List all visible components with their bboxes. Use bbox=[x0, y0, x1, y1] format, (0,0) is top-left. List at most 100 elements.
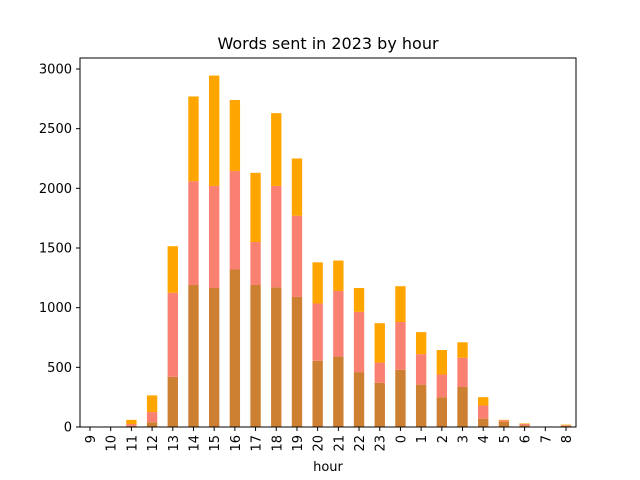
x-axis: 9 10 11 12 13 14 15 16 17 18 19 20 21 22 23 0 1 2 3 4 5 6 7 8 bbox=[84, 427, 575, 452]
x-tick-label: 21 bbox=[332, 435, 347, 452]
bar-segment-hour-12-series-3 bbox=[146, 395, 158, 413]
x-tick-label: 1 bbox=[415, 435, 430, 443]
y-tick-label: 500 bbox=[47, 361, 72, 376]
bar-segment-hour-2-series-2 bbox=[436, 374, 447, 398]
bar-segment-hour-20-series-1 bbox=[312, 360, 323, 427]
bar-segment-hour-15-series-3 bbox=[209, 75, 220, 186]
bar-segment-hour-17-series-2 bbox=[250, 242, 261, 285]
bar-segment-hour-1-series-2 bbox=[415, 354, 427, 385]
bar-segment-hour-14-series-1 bbox=[188, 284, 199, 427]
x-tick-label: 13 bbox=[167, 435, 182, 452]
y-axis: 0 500 1000 1500 2000 2500 3000 bbox=[39, 63, 80, 436]
bar-segment-hour-2-series-3 bbox=[436, 350, 447, 375]
bar-segment-hour-21-series-1 bbox=[333, 356, 344, 427]
bar-segment-hour-14-series-3 bbox=[188, 96, 199, 182]
y-tick-label: 1500 bbox=[39, 242, 72, 257]
x-tick-label: 18 bbox=[270, 435, 285, 452]
x-tick-label: 3 bbox=[457, 435, 472, 443]
bar-segment-hour-22-series-1 bbox=[353, 372, 365, 427]
bar-segment-hour-11-series-1 bbox=[126, 425, 137, 427]
x-tick-label: 7 bbox=[539, 435, 554, 443]
bar-segment-hour-4-series-3 bbox=[478, 397, 489, 406]
x-tick-label: 11 bbox=[125, 435, 140, 452]
x-tick-label: 23 bbox=[374, 435, 389, 452]
bar-segment-hour-3-series-1 bbox=[457, 387, 468, 427]
bar-segment-hour-5-series-3 bbox=[498, 419, 510, 421]
bar-segment-hour-18-series-3 bbox=[271, 113, 282, 186]
x-tick-label: 16 bbox=[229, 435, 244, 452]
bar-segment-hour-17-series-1 bbox=[250, 284, 261, 427]
bar-segment-hour-13-series-2 bbox=[167, 292, 178, 377]
x-tick-label: 10 bbox=[105, 435, 120, 452]
bar-segment-hour-23-series-3 bbox=[374, 323, 385, 363]
bar-segment-hour-13-series-1 bbox=[167, 376, 178, 427]
plot-frame bbox=[79, 57, 577, 428]
bar-segment-hour-15-series-1 bbox=[209, 287, 220, 427]
bar-segment-hour-5-series-1 bbox=[498, 421, 510, 427]
bar-segment-hour-19-series-3 bbox=[291, 158, 303, 216]
x-tick-label: 8 bbox=[560, 435, 575, 443]
bar-segment-hour-21-series-2 bbox=[333, 290, 344, 357]
x-tick-label: 12 bbox=[146, 435, 161, 452]
bar-segment-hour-15-series-2 bbox=[209, 185, 220, 288]
bar-segment-hour-6-series-3 bbox=[519, 423, 530, 425]
bar-segment-hour-12-series-2 bbox=[146, 412, 158, 423]
bar-segment-hour-3-series-3 bbox=[457, 342, 468, 358]
bar-segment-hour-20-series-3 bbox=[312, 262, 323, 304]
bar-segment-hour-23-series-1 bbox=[374, 382, 385, 427]
bar-segment-hour-8-series-3 bbox=[560, 424, 572, 426]
bar-segment-hour-0-series-2 bbox=[395, 321, 406, 370]
x-tick-label: 5 bbox=[498, 435, 513, 443]
bar-segment-hour-8-series-2 bbox=[560, 425, 572, 426]
x-tick-label: 6 bbox=[519, 435, 534, 443]
bar-segment-hour-17-series-3 bbox=[250, 172, 261, 243]
bar-segment-hour-22-series-2 bbox=[353, 311, 365, 373]
x-tick-label: 20 bbox=[312, 435, 327, 452]
bar-segment-hour-23-series-2 bbox=[374, 362, 385, 383]
bar-segment-hour-6-series-1 bbox=[519, 425, 530, 427]
bar-segment-hour-21-series-3 bbox=[333, 260, 344, 291]
bar-segment-hour-1-series-1 bbox=[415, 384, 427, 427]
bar-segment-hour-16-series-1 bbox=[229, 269, 241, 427]
x-tick-label: 22 bbox=[353, 435, 368, 452]
x-tick-label: 17 bbox=[250, 435, 265, 452]
bars-layer bbox=[126, 75, 572, 427]
chart-title: Words sent in 2023 by hour bbox=[217, 34, 438, 53]
bar-segment-hour-0-series-3 bbox=[395, 286, 406, 322]
bar-segment-hour-6-series-2 bbox=[519, 424, 530, 426]
bar-segment-hour-11-series-2 bbox=[126, 424, 137, 426]
bar-segment-hour-0-series-1 bbox=[395, 369, 406, 427]
bar-segment-hour-16-series-3 bbox=[229, 100, 241, 172]
bar-segment-hour-13-series-3 bbox=[167, 246, 178, 293]
x-tick-label: 0 bbox=[394, 435, 409, 443]
bar-segment-hour-12-series-1 bbox=[146, 422, 158, 427]
bar-segment-hour-2-series-1 bbox=[436, 397, 447, 427]
bar-segment-hour-18-series-1 bbox=[271, 287, 282, 427]
y-tick-label: 2500 bbox=[39, 122, 72, 137]
x-tick-label: 15 bbox=[208, 435, 223, 452]
x-tick-label: 9 bbox=[84, 435, 99, 443]
x-tick-label: 14 bbox=[187, 435, 202, 452]
bar-segment-hour-8-series-1 bbox=[560, 425, 572, 427]
bar-segment-hour-3-series-2 bbox=[457, 357, 468, 388]
bar-segment-hour-5-series-2 bbox=[498, 420, 510, 422]
bar-segment-hour-19-series-2 bbox=[291, 215, 303, 297]
x-axis-label: hour bbox=[313, 460, 343, 475]
bar-segment-hour-16-series-2 bbox=[229, 171, 241, 270]
bar-segment-hour-4-series-2 bbox=[478, 405, 489, 419]
bar-segment-hour-14-series-2 bbox=[188, 181, 199, 285]
x-tick-label: 2 bbox=[436, 435, 451, 443]
bar-segment-hour-22-series-3 bbox=[353, 287, 365, 312]
bar-segment-hour-20-series-2 bbox=[312, 303, 323, 361]
y-tick-label: 0 bbox=[64, 421, 72, 436]
y-tick-label: 3000 bbox=[39, 63, 72, 78]
x-tick-label: 4 bbox=[477, 435, 492, 443]
bar-segment-hour-19-series-1 bbox=[291, 296, 303, 427]
bar-segment-hour-1-series-3 bbox=[415, 332, 427, 355]
y-tick-label: 2000 bbox=[39, 182, 72, 197]
y-tick-label: 1000 bbox=[39, 301, 72, 316]
bar-segment-hour-4-series-1 bbox=[478, 418, 489, 427]
bar-segment-hour-11-series-3 bbox=[126, 419, 137, 425]
x-tick-label: 19 bbox=[291, 435, 306, 452]
